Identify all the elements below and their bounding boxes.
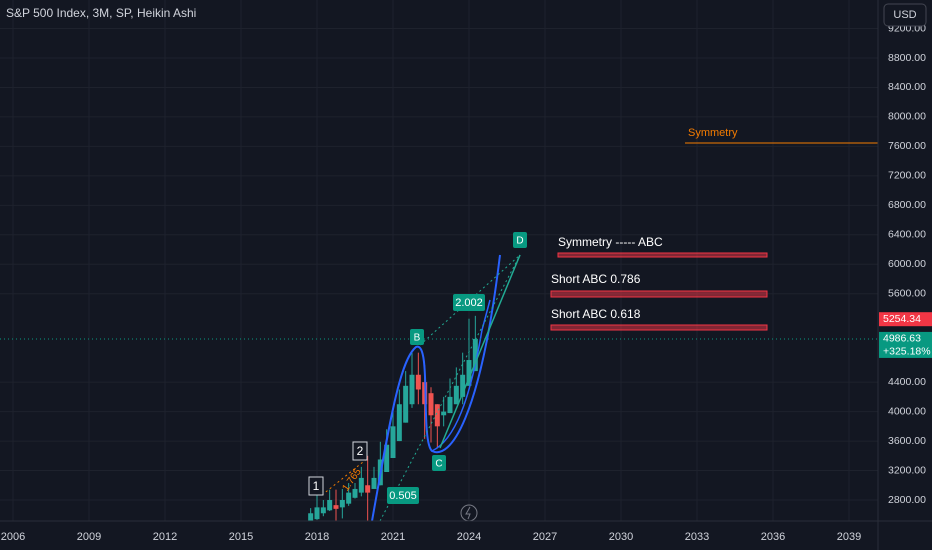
y-tick-label: 8400.00 (888, 81, 926, 93)
candle-body (327, 500, 333, 511)
y-tick-label: 6000.00 (888, 258, 926, 270)
zone (557, 252, 768, 258)
x-tick-label: 2018 (305, 531, 329, 543)
label-box (308, 476, 324, 496)
y-tick-label: 3600.00 (888, 435, 926, 447)
label-box (513, 232, 527, 248)
annotation: Short ABC 0.786 (551, 272, 641, 286)
annotation: Symmetry (688, 127, 738, 139)
candle-body (415, 374, 421, 390)
candle-body (403, 385, 409, 423)
dotted-line (379, 254, 521, 521)
wave-label: 2 (357, 444, 364, 458)
candle-body (453, 385, 459, 405)
point-label: C (435, 459, 442, 470)
candle-body (396, 404, 402, 442)
x-tick-label: 2009 (77, 531, 101, 543)
candle-body (447, 396, 453, 414)
annotation: Symmetry ----- ABC (558, 235, 663, 249)
y-tick-label: 8000.00 (888, 111, 926, 123)
y-tick-label: 7200.00 (888, 170, 926, 182)
label-box (410, 329, 424, 345)
candle-body (333, 505, 339, 509)
ratio-label: 0.505 (389, 490, 417, 502)
flash-icon-bolt (465, 506, 471, 520)
candle-body (409, 374, 415, 405)
trend-line (439, 254, 521, 449)
x-tick-label: 2030 (609, 531, 633, 543)
candle-body (365, 485, 371, 493)
y-tick-label: 4000.00 (888, 405, 926, 417)
x-tick-label: 2006 (1, 531, 25, 543)
currency-label: USD (893, 9, 916, 21)
grid (0, 0, 878, 521)
candle-body (346, 492, 352, 504)
candle-body (428, 393, 434, 416)
x-tick-label: 2015 (229, 531, 253, 543)
wave-label: 1 (313, 479, 320, 493)
price-change-label: +325.18% (883, 346, 931, 358)
candle-body (314, 507, 320, 520)
candle-body (320, 507, 326, 514)
y-tick-label: 7600.00 (888, 140, 926, 152)
candle-body (308, 513, 314, 521)
y-tick-label: 3200.00 (888, 464, 926, 476)
y-tick-label: 4400.00 (888, 376, 926, 388)
candle-body (384, 444, 390, 473)
zone (550, 324, 768, 331)
x-tick-label: 2012 (153, 531, 177, 543)
label-box (453, 294, 485, 311)
candle-body (352, 488, 358, 498)
ratio-label: 2.002 (455, 297, 483, 309)
candle-body (472, 338, 478, 372)
zone (550, 290, 768, 298)
candle-body (390, 426, 396, 459)
y-tick-label: 5600.00 (888, 288, 926, 300)
label-box (432, 455, 446, 471)
label-box (387, 487, 419, 504)
candle-body (466, 360, 472, 386)
candle-body (371, 477, 377, 489)
harmonic-curve (371, 254, 501, 521)
x-tick-label: 2036 (761, 531, 785, 543)
x-tick-label: 2024 (457, 531, 481, 543)
y-tick-label: 6400.00 (888, 229, 926, 241)
price-label: 4986.63 (883, 333, 921, 345)
x-tick-label: 2027 (533, 531, 557, 543)
axes: 2800.00 3200.00 3600.00 4000.00 4400.00 5600.… (1, 22, 932, 543)
point-label: D (516, 236, 523, 247)
y-tick-label: 8800.00 (888, 52, 926, 64)
price-label-bg (879, 331, 932, 358)
plot-area: 1 2 1.765 B C D 2.002 0.505 Symmetry Sym… (0, 127, 878, 521)
price-label-bg (879, 312, 932, 327)
flash-icon[interactable] (460, 504, 478, 521)
price-label: 5254.34 (883, 313, 921, 325)
x-tick-label: 2039 (837, 531, 861, 543)
candles (303, 315, 478, 521)
x-tick-label: 2021 (381, 531, 405, 543)
candle-body (460, 374, 466, 397)
y-tick-label: 2800.00 (888, 494, 926, 506)
x-tick-label: 2033 (685, 531, 709, 543)
currency-button[interactable] (883, 3, 927, 27)
candle-body (434, 404, 440, 427)
candle-body (339, 500, 345, 508)
point-label: B (414, 333, 421, 344)
y-tick-label: 6800.00 (888, 199, 926, 211)
candle-body (441, 411, 447, 416)
annotation: Short ABC 0.618 (551, 307, 641, 321)
candle-body (358, 477, 364, 493)
chart-title: S&P 500 Index, 3M, SP, Heikin Ashi (6, 6, 196, 20)
label-box (352, 441, 368, 461)
